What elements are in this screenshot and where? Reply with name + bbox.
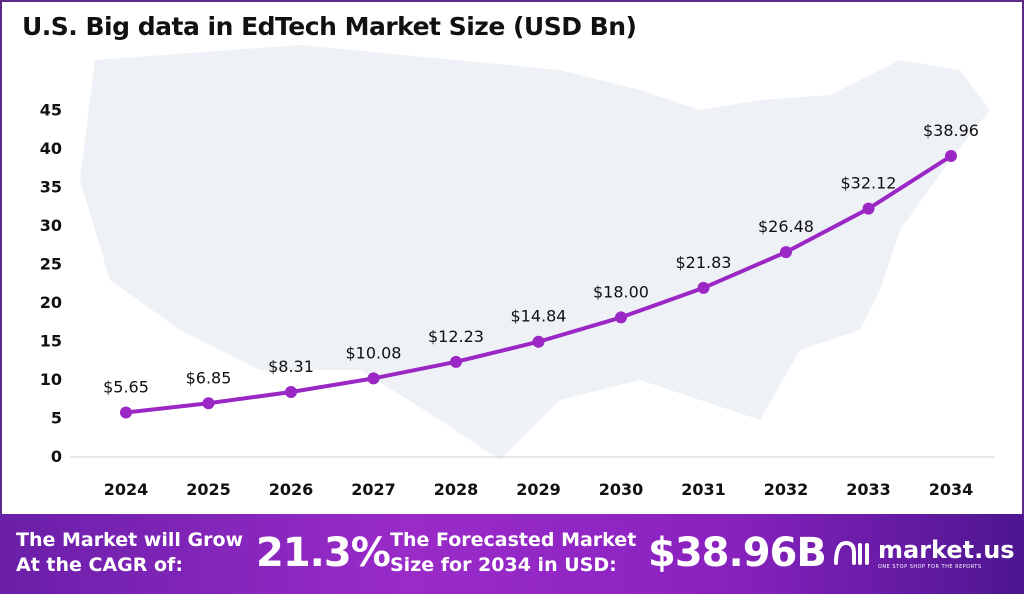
x-tick-label: 2026 xyxy=(269,480,314,499)
logo-tagline: ONE STOP SHOP FOR THE REPORTS xyxy=(878,564,982,570)
x-tick-label: 2024 xyxy=(104,480,149,499)
y-tick-label: 5 xyxy=(51,409,62,428)
data-point xyxy=(120,406,132,419)
x-tick-label: 2033 xyxy=(846,480,891,499)
y-tick-label: 40 xyxy=(40,139,62,158)
data-point xyxy=(780,246,792,259)
data-label: $18.00 xyxy=(593,282,649,301)
data-point xyxy=(615,311,627,324)
x-tick-label: 2028 xyxy=(434,480,479,499)
y-tick-label: 30 xyxy=(40,216,62,235)
data-label: $14.84 xyxy=(511,307,567,326)
data-label: $8.31 xyxy=(268,357,314,376)
forecast-label-line1: The Forecasted Market xyxy=(390,529,637,551)
forecast-label-line2: Size for 2034 in USD: xyxy=(390,554,617,576)
y-tick-label: 35 xyxy=(40,178,62,197)
chart-title: U.S. Big data in EdTech Market Size (USD… xyxy=(22,12,637,41)
data-label: $10.08 xyxy=(346,343,402,362)
x-tick-label: 2027 xyxy=(351,480,396,499)
x-tick-label: 2030 xyxy=(599,480,644,499)
data-label: $26.48 xyxy=(758,217,814,236)
data-point xyxy=(697,281,710,294)
y-tick-label: 45 xyxy=(40,101,62,120)
x-tick-label: 2032 xyxy=(764,480,809,499)
x-tick-label: 2034 xyxy=(929,480,974,499)
cagr-label-line1: The Market will Grow xyxy=(16,529,244,551)
data-label: $5.65 xyxy=(103,377,149,396)
logo-icon xyxy=(834,540,869,565)
data-label: $21.83 xyxy=(676,253,732,272)
x-tick-label: 2031 xyxy=(681,480,726,499)
y-tick-label: 20 xyxy=(40,293,62,312)
y-tick-label: 10 xyxy=(40,370,62,389)
y-tick-label: 25 xyxy=(40,255,62,274)
data-label: $32.12 xyxy=(841,174,897,193)
data-label: $38.96 xyxy=(923,121,979,140)
data-point xyxy=(450,355,462,368)
data-point xyxy=(285,386,297,399)
data-point xyxy=(862,202,875,215)
y-tick-label: 0 xyxy=(51,447,62,466)
data-point xyxy=(532,335,545,348)
data-label: $6.85 xyxy=(186,368,232,387)
x-tick-label: 2025 xyxy=(186,480,231,499)
data-point xyxy=(945,150,957,163)
cagr-value: 21.3% xyxy=(256,530,391,576)
summary-banner: The Market will Grow At the CAGR of: 21.… xyxy=(0,514,1024,594)
x-tick-label: 2029 xyxy=(516,480,561,499)
market-us-logo: market.us ONE STOP SHOP FOR THE REPORTS xyxy=(832,536,1015,570)
y-tick-label: 15 xyxy=(40,332,62,351)
data-label: $12.23 xyxy=(428,327,484,346)
data-point xyxy=(202,397,215,410)
forecast-value: $38.96B xyxy=(648,530,827,576)
data-point xyxy=(367,372,380,385)
cagr-label-line2: At the CAGR of: xyxy=(16,554,183,576)
us-map-background xyxy=(80,45,990,460)
logo-name: market.us xyxy=(878,536,1015,564)
